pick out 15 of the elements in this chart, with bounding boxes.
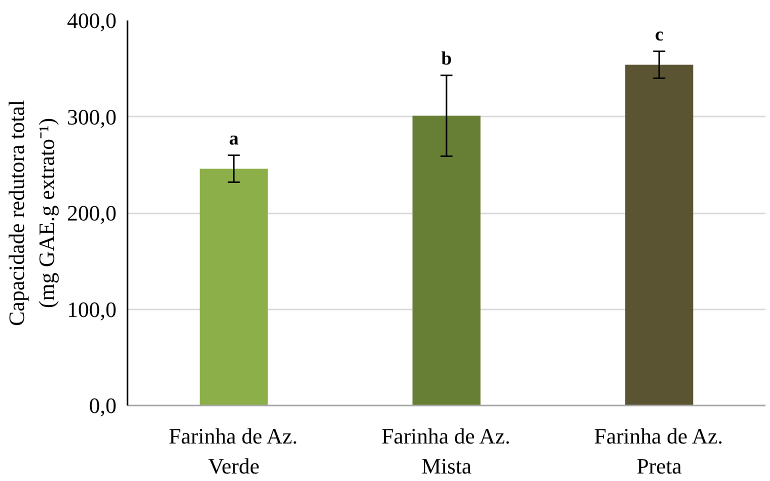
y-tick-label: 200,0 <box>67 200 116 226</box>
annotation: c <box>654 24 664 46</box>
x-tick-label: Farinha de Az. Verde <box>168 424 298 478</box>
bar <box>625 64 694 406</box>
x-tick-label: Farinha de Az. Mista <box>381 424 510 478</box>
annotation: b <box>441 48 452 70</box>
annotation: a <box>229 128 240 150</box>
y-tick-label: 100,0 <box>67 296 116 322</box>
y-tick-label: 400,0 <box>67 8 116 33</box>
bar <box>412 116 481 406</box>
y-axis-title: Capacidade redutora total (mg GAE.g extrato⁻¹) <box>4 100 59 326</box>
y-tick-label: 300,0 <box>67 104 116 130</box>
bar <box>200 168 268 406</box>
x-tick-label: Farinha de Az. Preta <box>594 424 724 478</box>
y-tick-label: 0,0 <box>89 393 116 418</box>
